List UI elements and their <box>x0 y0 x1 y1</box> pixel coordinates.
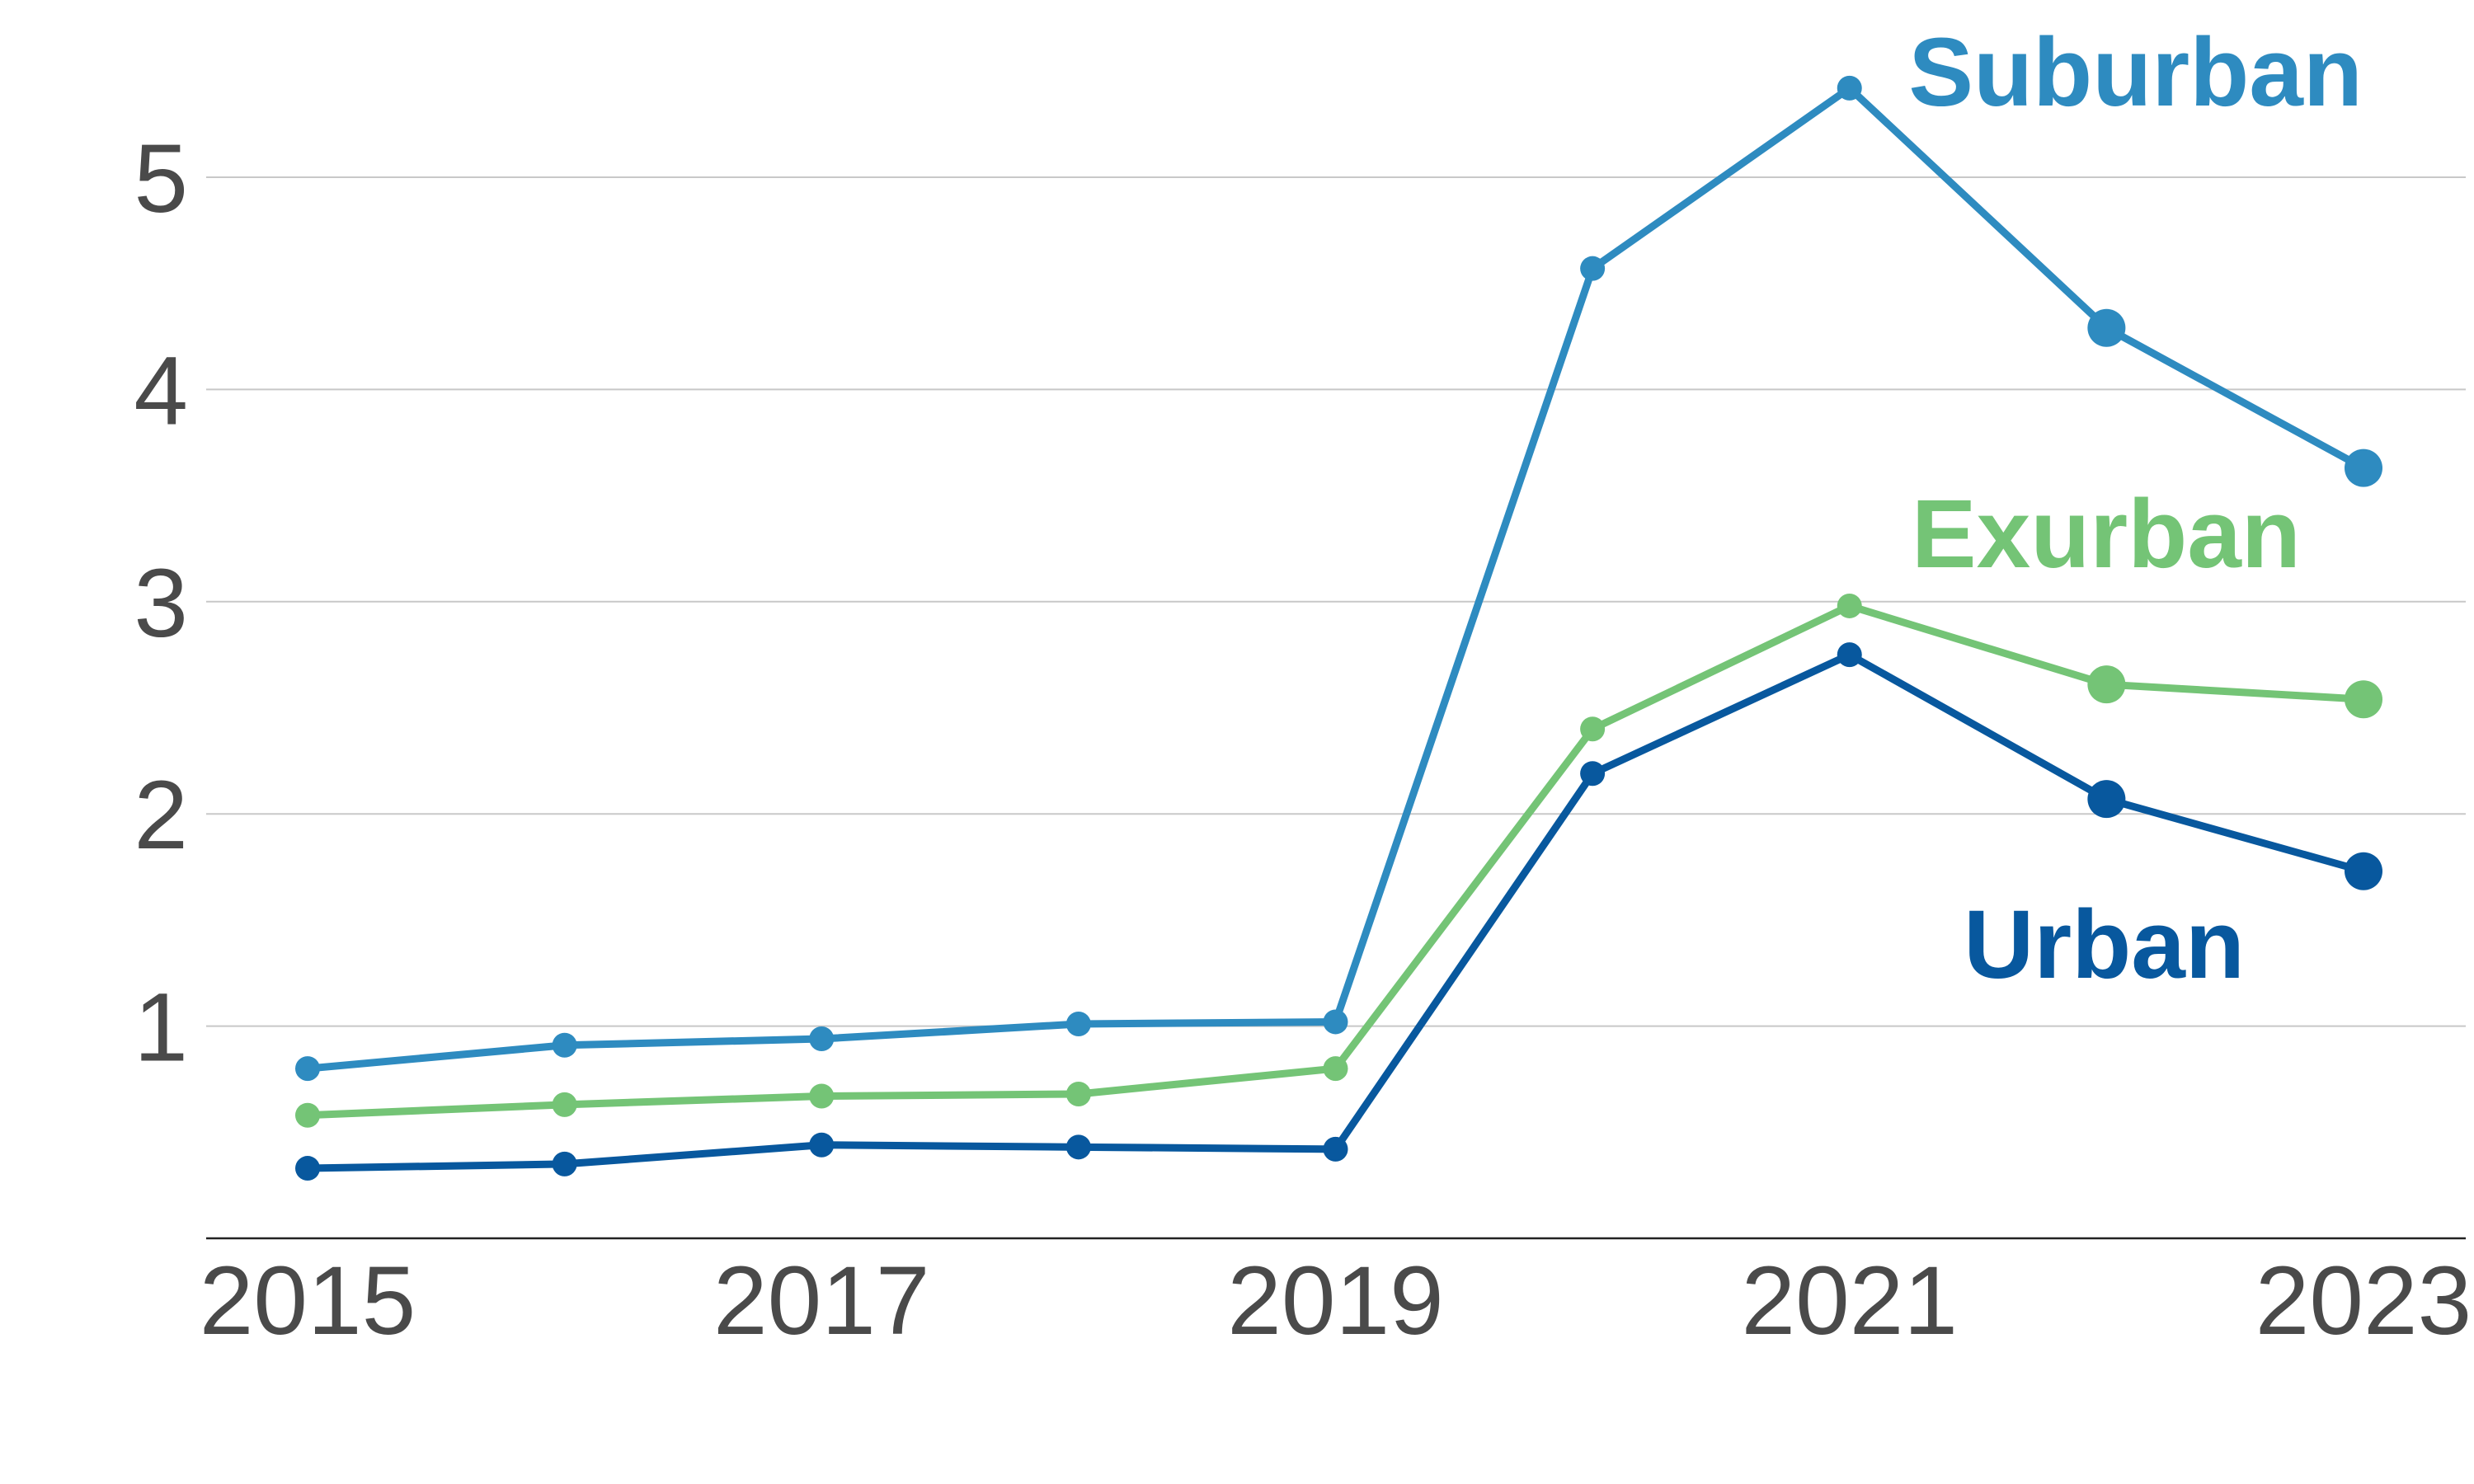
data-point-urban <box>2345 852 2382 890</box>
series-line-suburban <box>303 84 2110 1073</box>
data-point-urban <box>809 1132 835 1158</box>
data-point-exurban <box>1065 1081 1091 1106</box>
data-point-suburban <box>295 1056 320 1082</box>
series-group <box>295 75 2382 1181</box>
series-label-suburban: Suburban <box>1908 18 2363 127</box>
data-point-exurban <box>1323 1056 1348 1082</box>
y-tick-label: 4 <box>134 336 188 445</box>
data-point-urban <box>295 1156 320 1181</box>
series-suburban <box>295 75 2382 1082</box>
data-point-suburban <box>2087 308 2126 347</box>
data-point-suburban <box>552 1032 577 1058</box>
x-tick-label: 2015 <box>200 1247 416 1355</box>
series-label-urban: Urban <box>1964 890 2245 999</box>
data-point-suburban <box>1837 75 1862 101</box>
data-point-exurban <box>1837 593 1862 618</box>
x-tick-label: 2017 <box>713 1247 930 1355</box>
data-point-exurban <box>1580 716 1606 742</box>
data-point-suburban <box>2345 448 2382 487</box>
data-point-urban <box>1065 1134 1091 1160</box>
data-point-exurban <box>2087 665 2126 704</box>
gridlines <box>206 176 2466 1027</box>
y-tick-label: 5 <box>134 124 188 233</box>
y-tick-label: 3 <box>134 549 188 658</box>
series-labels: Suburban Exurban Urban <box>1908 18 2363 999</box>
data-point-suburban <box>1065 1012 1091 1037</box>
data-point-urban <box>2087 780 2126 819</box>
x-axis-ticks: 2015 2017 2019 2021 2023 <box>200 1247 2472 1355</box>
x-tick-label: 2023 <box>2255 1247 2472 1355</box>
data-point-exurban <box>2345 680 2382 719</box>
series-exurban <box>295 593 2382 1128</box>
data-point-exurban <box>552 1092 577 1117</box>
data-point-urban <box>1580 761 1606 787</box>
data-point-suburban <box>809 1026 835 1052</box>
data-point-urban <box>1837 642 1862 668</box>
series-urban <box>295 642 2382 1181</box>
data-point-suburban <box>1323 1009 1348 1035</box>
x-tick-label: 2021 <box>1741 1247 1958 1355</box>
series-line-exurban <box>303 602 2110 1120</box>
y-tick-label: 1 <box>134 974 188 1082</box>
data-point-exurban <box>809 1083 835 1109</box>
series-line-tail-exurban <box>2102 680 2368 703</box>
y-axis-ticks: 1 2 3 4 5 <box>134 124 188 1082</box>
y-tick-label: 2 <box>134 761 188 870</box>
series-line-tail-urban <box>2102 795 2368 876</box>
x-tick-label: 2019 <box>1227 1247 1444 1355</box>
data-point-urban <box>1323 1136 1348 1162</box>
series-line-tail-suburban <box>2102 324 2368 472</box>
data-point-exurban <box>295 1102 320 1128</box>
series-label-exurban: Exurban <box>1912 480 2301 589</box>
data-point-urban <box>552 1151 577 1176</box>
series-line-urban <box>303 650 2110 1172</box>
data-point-suburban <box>1580 256 1606 281</box>
